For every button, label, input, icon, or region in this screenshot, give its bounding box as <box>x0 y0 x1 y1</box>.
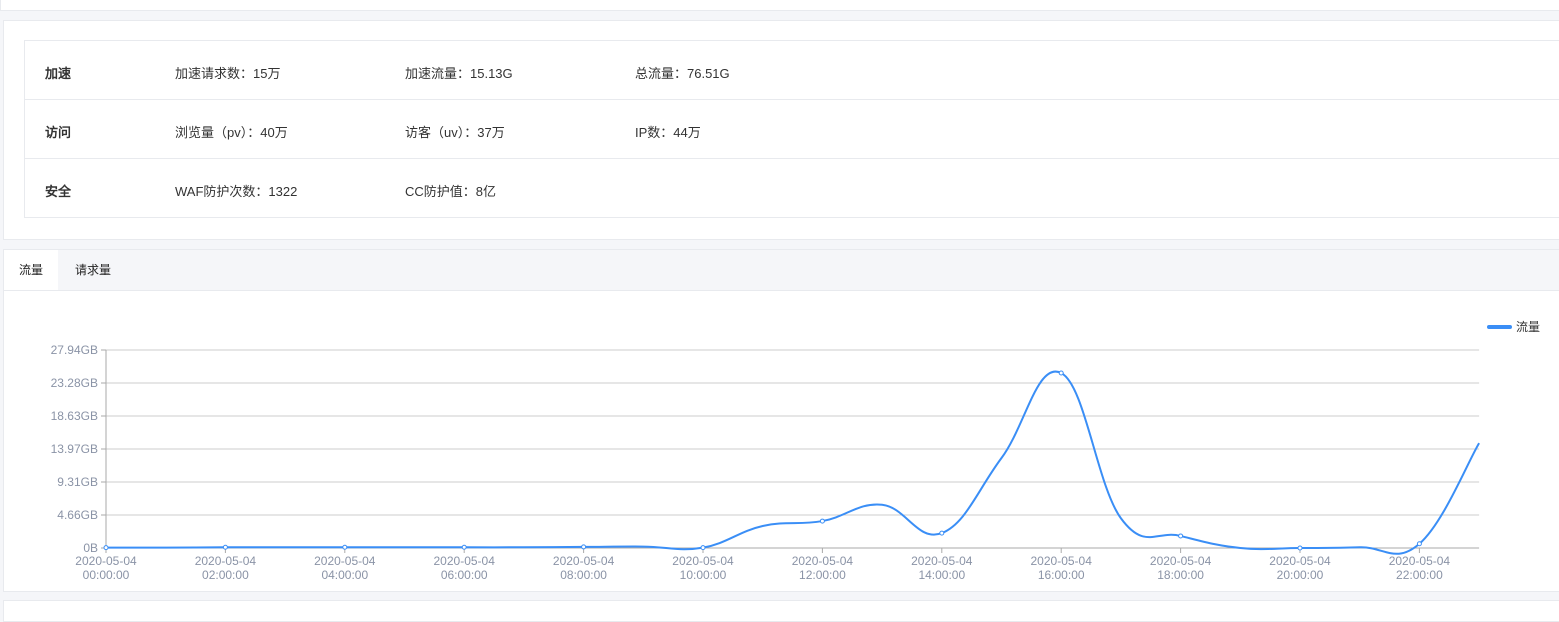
x-tick-label: 2020-05-04 10:00:00 <box>672 554 734 582</box>
y-tick-label: 23.28GB <box>51 376 98 390</box>
chart-tabs: 流量 请求量 <box>4 250 1559 291</box>
legend-swatch <box>1487 325 1512 329</box>
x-tick-label: 2020-05-04 06:00:00 <box>434 554 496 582</box>
x-tick-label: 2020-05-04 20:00:00 <box>1269 554 1331 582</box>
stats-table: 加速 加速请求数：15万 加速流量：15.13G 总流量：76.51G 访问 浏… <box>24 40 1559 218</box>
data-point[interactable] <box>103 545 109 551</box>
tab-traffic[interactable]: 流量 <box>4 250 58 290</box>
data-point[interactable] <box>819 518 825 524</box>
stat-value: 加速流量：15.13G <box>405 66 513 81</box>
x-tick-label: 2020-05-04 22:00:00 <box>1389 554 1451 582</box>
legend[interactable]: 流量 <box>1487 320 1540 334</box>
stat-value: 总流量：76.51G <box>635 66 730 81</box>
y-tick-label: 27.94GB <box>51 343 98 357</box>
legend-label: 流量 <box>1516 320 1540 334</box>
x-tick-label: 2020-05-04 14:00:00 <box>911 554 973 582</box>
stat-value: 加速请求数：15万 <box>175 66 281 81</box>
y-tick-label: 4.66GB <box>57 508 98 522</box>
traffic-chart: 0B 4.66GB 9.31GB 13.97GB 18.63GB 23.28GB 27.94… <box>51 320 1540 582</box>
y-tick-label: 9.31GB <box>57 475 98 489</box>
data-point[interactable] <box>1416 541 1422 547</box>
tab-requests[interactable]: 请求量 <box>75 263 112 277</box>
stat-value: IP数：44万 <box>635 125 701 140</box>
stats-row-acceleration: 加速 加速请求数：15万 加速流量：15.13G 总流量：76.51G <box>25 41 1559 100</box>
x-tick-label: 2020-05-04 16:00:00 <box>1031 554 1093 582</box>
x-tick-label: 2020-05-04 08:00:00 <box>553 554 615 582</box>
y-tick-label: 18.63GB <box>51 409 98 423</box>
series-line <box>105 370 1480 555</box>
data-point[interactable] <box>342 544 348 550</box>
stat-value: CC防护值：8亿 <box>405 184 497 199</box>
stats-card: 加速 加速请求数：15万 加速流量：15.13G 总流量：76.51G 访问 浏… <box>3 20 1559 240</box>
data-point[interactable] <box>222 544 228 550</box>
row-label: 安全 <box>45 184 72 199</box>
data-point[interactable] <box>700 545 706 551</box>
row-label: 加速 <box>45 66 72 81</box>
bottom-card <box>3 600 1559 622</box>
y-tick-label: 13.97GB <box>51 442 98 456</box>
data-point[interactable] <box>1058 370 1064 376</box>
stats-row-security: 安全 WAF防护次数：1322 CC防护值：8亿 <box>25 159 1559 217</box>
top-card <box>0 0 1559 11</box>
stat-value: 访客（uv）：37万 <box>405 125 505 140</box>
x-tick-label: 2020-05-04 02:00:00 <box>195 554 257 582</box>
x-tick-label: 2020-05-04 18:00:00 <box>1150 554 1212 582</box>
data-point[interactable] <box>1297 545 1303 551</box>
data-point[interactable] <box>581 544 587 550</box>
row-label: 访问 <box>45 125 72 140</box>
stats-row-visits: 访问 浏览量（pv）：40万 访客（uv）：37万 IP数：44万 <box>25 100 1559 159</box>
x-tick-label: 2020-05-04 04:00:00 <box>314 554 376 582</box>
y-tick-label: 0B <box>83 541 98 555</box>
data-point[interactable] <box>939 530 945 536</box>
stat-value: WAF防护次数：1322 <box>175 184 298 199</box>
x-tick-label: 2020-05-04 12:00:00 <box>792 554 854 582</box>
x-tick-label: 2020-05-04 00:00:00 <box>75 554 137 582</box>
chart-card: 流量 请求量 0B 4.66GB 9.31GB 13.97GB 18.63GB 23.28… <box>3 249 1559 592</box>
data-point[interactable] <box>1178 533 1184 539</box>
stat-value: 浏览量（pv）：40万 <box>175 125 288 140</box>
data-point[interactable] <box>461 544 467 550</box>
